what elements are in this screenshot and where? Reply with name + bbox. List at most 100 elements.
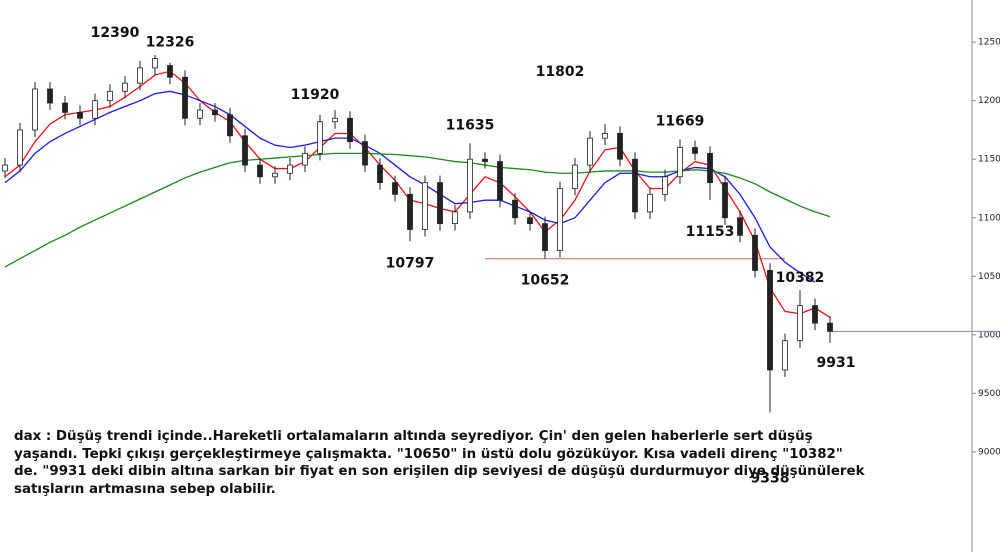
candle-body bbox=[317, 121, 323, 154]
candle bbox=[167, 62, 173, 85]
candle-body bbox=[47, 88, 53, 104]
commentary-line: dax : Düşüş trendi içinde..Hareketli ort… bbox=[14, 429, 813, 444]
candle bbox=[437, 175, 443, 231]
candle-body bbox=[17, 129, 23, 166]
candle bbox=[452, 204, 458, 231]
candle bbox=[242, 128, 248, 173]
candle-body bbox=[722, 182, 728, 219]
candle bbox=[122, 76, 128, 99]
moving-average bbox=[4, 70, 831, 318]
candle bbox=[812, 298, 818, 331]
candle bbox=[482, 152, 488, 169]
y-tick-label: 10500 bbox=[978, 272, 1000, 282]
annotation: 11920 bbox=[291, 87, 340, 103]
candle bbox=[92, 93, 98, 126]
candle-body bbox=[347, 117, 353, 143]
candle bbox=[197, 103, 203, 126]
candle bbox=[77, 105, 83, 126]
y-tick-label: 11000 bbox=[978, 213, 1000, 223]
candle bbox=[62, 96, 68, 120]
candle-body bbox=[362, 141, 368, 166]
candle bbox=[272, 166, 278, 184]
candle-body bbox=[647, 193, 653, 213]
candle-body bbox=[632, 158, 638, 213]
annotation: 11635 bbox=[446, 117, 495, 133]
candle bbox=[707, 146, 713, 200]
candle bbox=[182, 70, 188, 126]
candle-body bbox=[557, 188, 563, 251]
candle-body bbox=[767, 270, 773, 371]
candle bbox=[767, 263, 773, 413]
candle bbox=[152, 55, 158, 75]
candle bbox=[137, 60, 143, 91]
annotation: 11802 bbox=[536, 64, 585, 80]
candle bbox=[512, 193, 518, 225]
commentary-line: de. "9931 deki dibin altına sarkan bir f… bbox=[14, 464, 865, 479]
candle-body bbox=[422, 182, 428, 230]
candle-body bbox=[167, 65, 173, 78]
commentary-line: satışların artmasına sebep olabilir. bbox=[14, 481, 276, 497]
candle bbox=[527, 210, 533, 231]
candle bbox=[647, 187, 653, 219]
candle bbox=[422, 175, 428, 237]
candle-body bbox=[707, 152, 713, 184]
y-tick-label: 12500 bbox=[978, 38, 1000, 48]
candle bbox=[407, 187, 413, 242]
candle-body bbox=[692, 147, 698, 154]
candle-body bbox=[512, 199, 518, 219]
candle bbox=[542, 216, 548, 259]
candle-body bbox=[467, 158, 473, 213]
candle-body bbox=[407, 193, 413, 230]
candle bbox=[677, 139, 683, 184]
annotation: 12390 bbox=[91, 25, 140, 41]
moving-average bbox=[4, 152, 831, 268]
candle bbox=[227, 107, 233, 143]
candle-body bbox=[437, 182, 443, 225]
candle bbox=[332, 110, 338, 129]
candle-body bbox=[332, 117, 338, 123]
candle bbox=[752, 228, 758, 278]
candle-body bbox=[572, 164, 578, 189]
candle-body bbox=[257, 164, 263, 178]
annotation: 9338 bbox=[751, 470, 790, 486]
candle bbox=[302, 146, 308, 173]
candle bbox=[587, 131, 593, 173]
candle-body bbox=[107, 90, 113, 102]
y-tick-label: 9000, bbox=[978, 447, 1000, 457]
candle bbox=[107, 84, 113, 108]
candle bbox=[212, 103, 218, 122]
candle bbox=[287, 158, 293, 181]
candle-body bbox=[77, 111, 83, 119]
candle bbox=[32, 81, 38, 137]
commentary-line: yaşandı. Tepki çıkışı gerçekleştirmeye ç… bbox=[14, 446, 843, 462]
annotation: 10797 bbox=[386, 256, 435, 272]
candle-body bbox=[272, 172, 278, 178]
candle bbox=[257, 158, 263, 184]
candle-body bbox=[137, 67, 143, 84]
candle bbox=[317, 114, 323, 161]
candle-body bbox=[827, 322, 833, 332]
annotation: 11153 bbox=[686, 224, 735, 240]
candle-body bbox=[32, 88, 38, 131]
candle bbox=[722, 175, 728, 225]
candle-body bbox=[482, 158, 488, 162]
candle-body bbox=[182, 76, 188, 119]
annotation: 9931 bbox=[817, 355, 856, 371]
candle-body bbox=[212, 109, 218, 116]
annotation: 11669 bbox=[656, 113, 705, 129]
candle-body bbox=[527, 217, 533, 225]
candle-body bbox=[797, 305, 803, 342]
candle-body bbox=[62, 102, 68, 113]
candle bbox=[827, 316, 833, 343]
candle-body bbox=[377, 164, 383, 184]
candle bbox=[557, 181, 563, 258]
candle-body bbox=[452, 211, 458, 225]
candle-body bbox=[602, 133, 608, 139]
candle bbox=[602, 123, 608, 146]
candle-body bbox=[737, 217, 743, 236]
candle-body bbox=[662, 176, 668, 195]
candle bbox=[467, 143, 473, 219]
candle bbox=[782, 333, 788, 377]
